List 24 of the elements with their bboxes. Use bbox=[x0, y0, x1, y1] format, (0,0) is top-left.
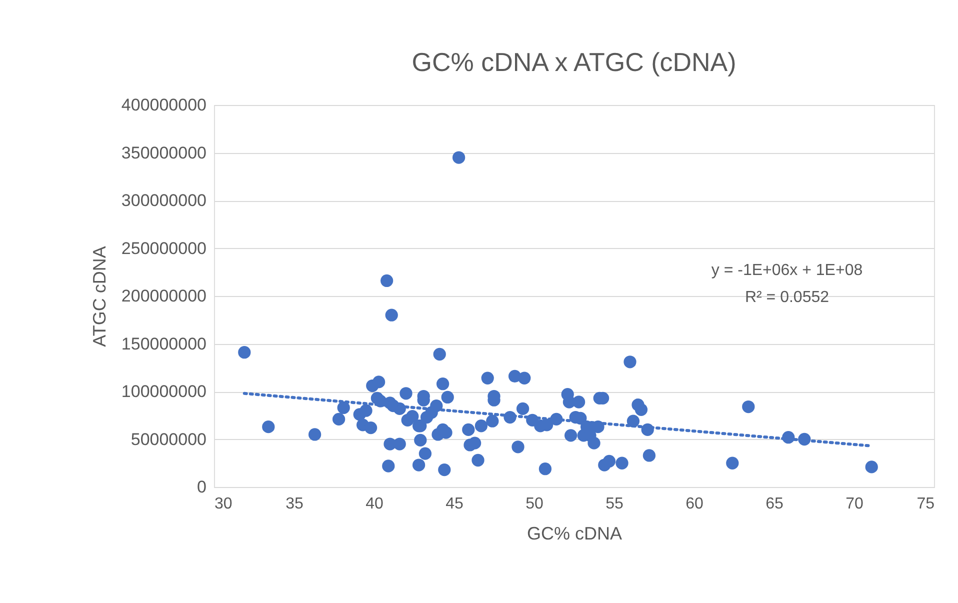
x-tick-label: 55 bbox=[606, 496, 624, 512]
y-tick-label: 100000000 bbox=[121, 382, 206, 401]
annotation: y = -1E+06x + 1E+08 bbox=[711, 262, 863, 279]
x-tick-label: 40 bbox=[366, 496, 384, 512]
x-axis-title: GC% cDNA bbox=[526, 524, 622, 544]
y-tick-label: 0 bbox=[197, 478, 206, 496]
x-tick-label: 35 bbox=[286, 496, 304, 512]
y-tick-label: 50000000 bbox=[130, 430, 206, 449]
x-tick-label: 50 bbox=[526, 496, 544, 512]
y-tick-label: 200000000 bbox=[121, 286, 206, 306]
y-tick-label: 300000000 bbox=[121, 191, 206, 210]
x-tick-label: 30 bbox=[214, 496, 232, 512]
y-tick-label: 400000000 bbox=[121, 96, 206, 114]
x-tick-label: 70 bbox=[846, 496, 864, 512]
annotation: R² = 0.0552 bbox=[744, 289, 830, 306]
y-tick-label: 250000000 bbox=[121, 238, 206, 258]
y-axis-title: ATGC cDNA bbox=[89, 246, 110, 347]
chart-title: GC% cDNA x ATGC (cDNA) bbox=[412, 47, 736, 77]
x-tick-label: 45 bbox=[446, 496, 464, 512]
x-tick-label: 75 bbox=[916, 496, 935, 512]
y-tick-label: 150000000 bbox=[121, 334, 206, 354]
x-tick-label: 65 bbox=[766, 496, 784, 512]
x-tick-label: 60 bbox=[686, 496, 704, 512]
y-tick-label: 350000000 bbox=[121, 143, 206, 162]
